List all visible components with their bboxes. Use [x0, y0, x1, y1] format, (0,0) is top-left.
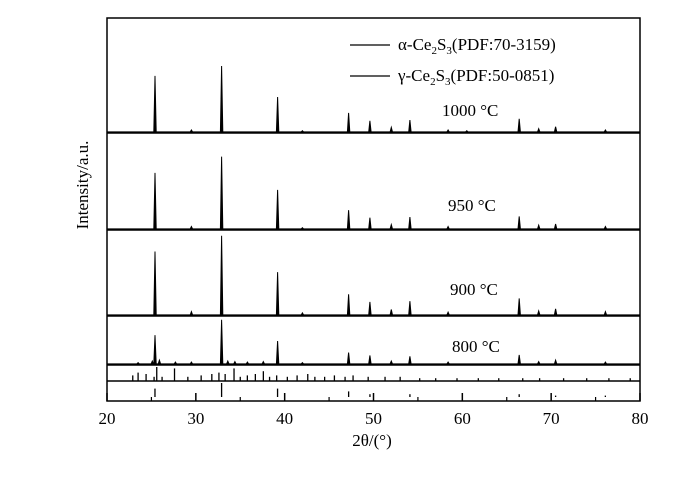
diffraction-peak [536, 127, 541, 133]
diffraction-peak [219, 156, 224, 230]
diffraction-peak [189, 361, 194, 365]
diffraction-peak [275, 189, 280, 230]
diffraction-peak [275, 340, 280, 365]
diffraction-peak [389, 222, 394, 230]
diffraction-peak [368, 301, 372, 316]
y-axis-label: Intensity/a.u. [73, 141, 92, 230]
diffraction-peak [219, 235, 224, 316]
x-tick-label: 20 [99, 409, 116, 428]
series-label-1000: 1000 °C [442, 101, 498, 120]
diffraction-peak [389, 309, 394, 316]
diffraction-peak [219, 65, 224, 133]
diffraction-peak [368, 120, 372, 133]
diffraction-peak [261, 360, 266, 365]
diffraction-peak [368, 217, 372, 230]
diffraction-peak [553, 358, 558, 365]
diffraction-peak [517, 216, 521, 230]
diffraction-peak [153, 251, 157, 316]
diffraction-peak [446, 129, 451, 133]
diffraction-peak [408, 301, 412, 316]
x-tick-label: 40 [276, 409, 293, 428]
diffraction-peak [153, 172, 157, 230]
diffraction-peak [408, 120, 412, 133]
diffraction-peak [189, 225, 194, 230]
x-axis-label: 2θ/(°) [352, 431, 392, 450]
legend-label-alpha: α-Ce2S3(PDF:70-3159) [398, 35, 556, 57]
diffraction-peak [536, 309, 541, 316]
diffraction-peak [408, 356, 412, 365]
diffraction-peak [553, 223, 558, 230]
series-label-900: 900 °C [450, 280, 498, 299]
diffraction-peak [603, 310, 608, 316]
series-label-800: 800 °C [452, 337, 500, 356]
xrd-traces [107, 65, 640, 365]
diffraction-peak [275, 272, 280, 316]
diffraction-peak [517, 354, 521, 365]
diffraction-peak [603, 129, 608, 133]
diffraction-peak [603, 361, 608, 365]
x-tick-label: 30 [187, 409, 204, 428]
diffraction-peak [553, 126, 558, 133]
plot-frame [106, 17, 641, 402]
legend: α-Ce2S3(PDF:70-3159) γ-Ce2S3(PDF:50-0851… [350, 35, 556, 88]
diffraction-peak [245, 361, 250, 365]
diffraction-peak [300, 311, 305, 316]
x-axis-ticks: 20 30 40 50 60 70 80 [99, 393, 649, 428]
diffraction-peak [517, 298, 521, 316]
diffraction-peak [445, 361, 451, 365]
reference-patterns [132, 367, 631, 397]
diffraction-peak [346, 210, 351, 230]
diffraction-peak [157, 358, 162, 365]
diffraction-peak [368, 355, 372, 365]
diffraction-peak [173, 361, 178, 365]
diffraction-peak [189, 310, 194, 316]
diffraction-peak [346, 352, 351, 365]
diffraction-peak [300, 129, 305, 133]
diffraction-peak [275, 96, 280, 133]
diffraction-peak [232, 360, 237, 365]
legend-label-gamma: γ-Ce2S3(PDF:50-0851) [397, 66, 554, 88]
diffraction-peak [446, 310, 451, 316]
diffraction-peak [225, 359, 230, 365]
diffraction-peak [536, 223, 541, 230]
diffraction-peak [219, 319, 224, 365]
diffraction-peak [389, 125, 394, 133]
diffraction-peak [389, 359, 394, 365]
diffraction-peak [150, 359, 155, 365]
diffraction-peak [446, 225, 451, 230]
diffraction-peak [536, 360, 541, 365]
diffraction-peak [408, 216, 412, 230]
diffraction-peak [517, 118, 521, 133]
diffraction-peak [346, 294, 351, 316]
x-tick-label: 70 [543, 409, 560, 428]
diffraction-peak [189, 129, 194, 133]
diffraction-peak [464, 129, 470, 133]
diffraction-peak [300, 226, 305, 230]
diffraction-peak [135, 361, 141, 365]
x-tick-label: 60 [454, 409, 471, 428]
diffraction-peak [300, 361, 305, 365]
diffraction-peak [603, 225, 608, 230]
x-tick-label: 80 [632, 409, 649, 428]
diffraction-peak [153, 75, 157, 133]
series-label-950: 950 °C [448, 196, 496, 215]
x-tick-label: 50 [365, 409, 382, 428]
diffraction-peak [153, 335, 157, 365]
diffraction-peak [346, 112, 351, 133]
diffraction-peak [553, 308, 558, 316]
